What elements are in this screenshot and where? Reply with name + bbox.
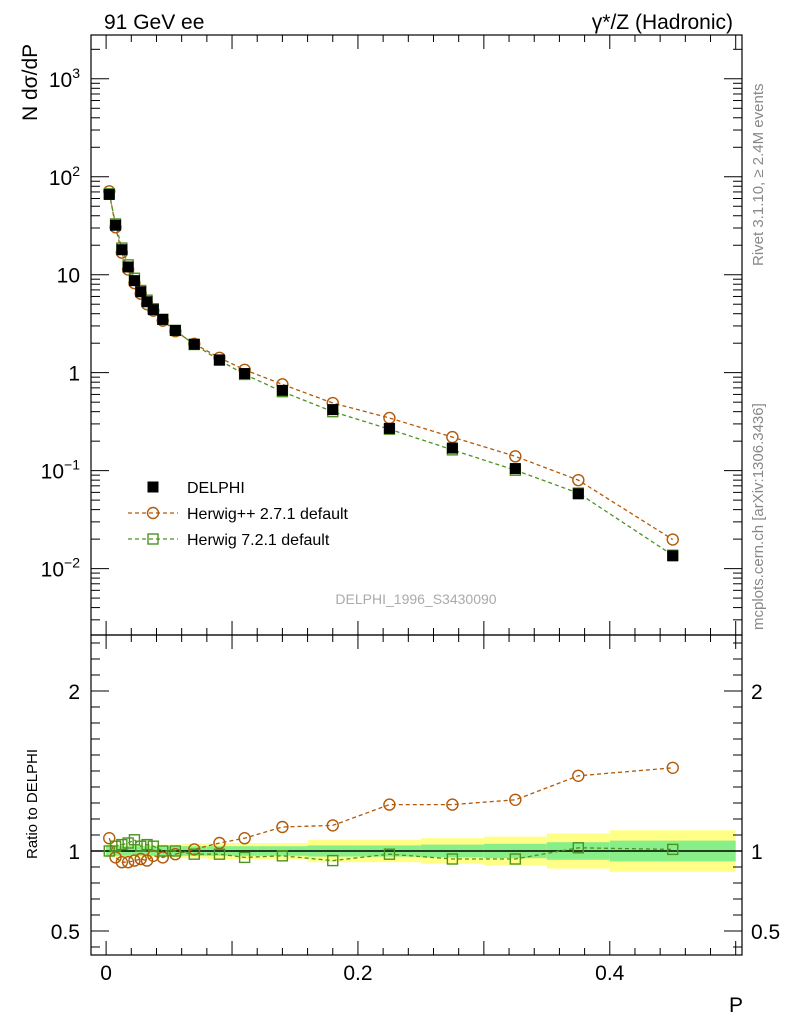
ratio-y-tick-label-right: 0.5 [751, 921, 780, 944]
y-tick-label: 10−2 [41, 555, 81, 582]
ratio-series-1-point [383, 848, 396, 860]
series-0-point [135, 286, 147, 298]
y-tick-label: 10 [57, 265, 80, 288]
ratio-series-1-point [109, 840, 122, 852]
ratio-series-1-point [509, 853, 522, 865]
series-0-point [667, 550, 679, 562]
ratio-series-0-point [121, 856, 135, 869]
series-0-point [169, 324, 181, 336]
x-axis-label: P [729, 994, 743, 1017]
ratio-y-axis-label: Ratio to DELPHI [24, 749, 41, 859]
ratio-series-0-point [134, 852, 147, 866]
ratio-plot-frame [90, 634, 743, 956]
series-0-point [110, 219, 122, 231]
series-2-line [108, 193, 674, 556]
y-tick-label: 10−1 [41, 457, 81, 484]
x-tick-label: 0.2 [343, 962, 372, 985]
series-0-point [239, 368, 251, 380]
series-0-point [116, 244, 128, 256]
ratio-series-1-point [122, 837, 134, 849]
ratio-series-1-point [141, 838, 153, 851]
ratio-series-0-point [128, 854, 141, 867]
ratio-series-0-point [103, 832, 116, 845]
series-0-point [141, 296, 153, 308]
ratio-series-0-point [446, 798, 459, 811]
series-0-point [147, 304, 159, 316]
ratio-series-1-point [238, 851, 251, 864]
main-y-axis-label: N dσ/dP [19, 44, 42, 121]
series-0-point [327, 404, 339, 416]
ratio-series-1-point [276, 850, 289, 862]
ratio-series-1-point [135, 840, 147, 852]
legend-marker [147, 481, 159, 493]
ratio-series-0-point [509, 793, 522, 806]
series-0-point [276, 384, 288, 396]
ratio-y-tick-label-right: 2 [751, 681, 763, 704]
ratio-series-1-point [327, 854, 339, 867]
ratio-series-1-point [188, 848, 200, 860]
legend: DELPHI Herwig++ 2.7.1 default Herwig 7.2.1… [128, 480, 349, 549]
series-1-point [572, 473, 585, 487]
mcplots-label: mcplots.cern.ch [arXiv:1306.3436] [750, 403, 767, 630]
ratio-y-tick-label: 2 [68, 681, 80, 704]
ratio-series-0-point [326, 819, 339, 832]
series-0-point [103, 188, 115, 200]
legend-marker [147, 533, 159, 545]
ratio-series-0-point [238, 832, 251, 845]
series-1-point [383, 411, 396, 425]
header-right-label: γ*/Z (Hadronic) [592, 11, 733, 34]
ratio-series-0-point [115, 856, 129, 869]
legend-label: Herwig 7.2.1 default [187, 532, 330, 549]
ratio-series-0-point [666, 761, 679, 774]
series-0-point [188, 338, 200, 350]
series-0-point [446, 442, 458, 454]
ratio-series-1-point [157, 845, 169, 857]
y-tick-label: 102 [49, 163, 80, 190]
legend-label: Herwig++ 2.7.1 default [187, 506, 349, 523]
ratio-series-1-point [572, 842, 585, 854]
analysis-id-watermark: DELPHI_1996_S3430090 [335, 591, 496, 607]
y-tick-label: 103 [49, 65, 80, 92]
ratio-series-1-point [667, 843, 679, 856]
series-0-point [572, 488, 584, 500]
legend-marker [146, 506, 160, 520]
ratio-series-0-point [213, 836, 226, 850]
ratio-y-tick-label: 1 [68, 841, 80, 864]
x-tick-label: 0 [100, 962, 112, 985]
ratio-series-1-point [446, 853, 459, 865]
ratio-series-1-point [169, 845, 182, 857]
series-0-point [128, 275, 140, 287]
series-0-point [213, 354, 225, 366]
y-tick-label: 1 [68, 363, 80, 386]
x-tick-label: 0.4 [595, 962, 625, 985]
ratio-series-0-point [156, 851, 169, 864]
main-plot-panel: 10−2 10−1 1 10 102 103 [41, 34, 743, 636]
header-left-label: 91 GeV ee [104, 11, 204, 34]
ratio-plot-panel: 0 0.2 0.4 0.5 0.5 1 1 2 2 [51, 634, 780, 985]
series-0-point [383, 422, 395, 434]
rivet-version-label: Rivet 3.1.10, ≥ 2.4M events [750, 84, 767, 267]
series-1-line [108, 191, 674, 541]
ratio-series-0-point [276, 820, 289, 834]
ratio-y-tick-label-right: 1 [751, 841, 763, 864]
ratio-series-1-point [213, 848, 226, 860]
series-0-point [157, 313, 169, 325]
ratio-series-0-point [572, 769, 585, 782]
ratio-series-1-point [128, 834, 141, 846]
series-0-point [509, 463, 521, 475]
series-0-point [122, 261, 134, 273]
legend-label: DELPHI [187, 480, 245, 497]
ratio-y-tick-label: 0.5 [51, 921, 80, 944]
series-1-point [509, 450, 522, 463]
series-1-point [666, 533, 679, 546]
ratio-series-0-point [383, 798, 396, 811]
ratio-series-1-point [116, 838, 128, 851]
